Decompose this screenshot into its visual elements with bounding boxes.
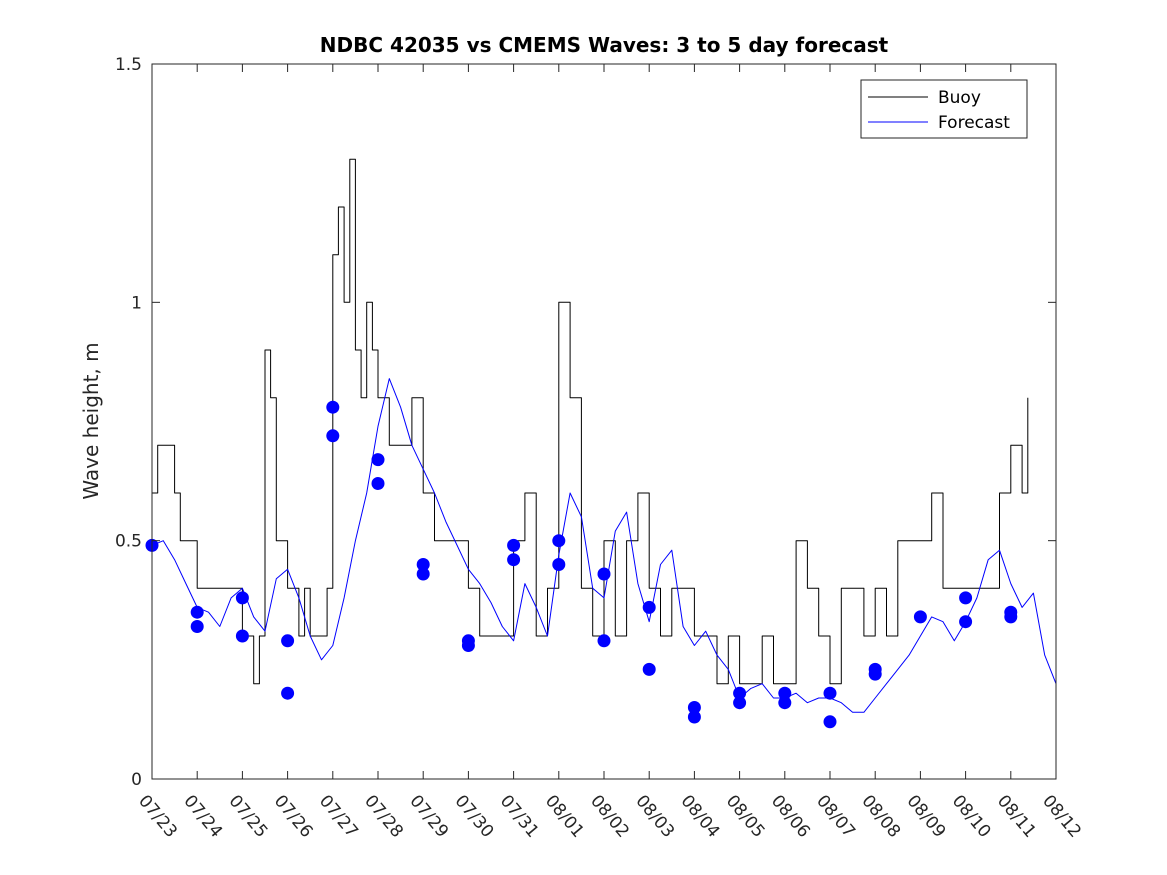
legend-buoy-label: Buoy: [938, 88, 981, 108]
forecast-marker-point: [823, 715, 837, 729]
forecast-marker-point: [733, 686, 747, 700]
y-axis: 0 0.5 1 1.5: [115, 55, 1056, 790]
forecast-marker-point: [416, 558, 430, 571]
forecast-marker-point: [778, 686, 792, 700]
forecast-marker-point: [326, 429, 340, 443]
forecast-marker-point: [507, 538, 521, 552]
forecast-marker-point: [823, 686, 837, 700]
forecast-marker-point: [235, 591, 249, 605]
forecast-marker-point: [281, 686, 295, 700]
y-tick-label: 0.5: [115, 532, 142, 552]
forecast-marker-point: [733, 696, 747, 710]
forecast-marker-point: [235, 629, 249, 643]
y-tick-label: 1.5: [115, 55, 142, 75]
forecast-series-line: [151, 378, 1057, 713]
forecast-marker-point: [959, 591, 973, 605]
forecast-marker-point: [552, 558, 566, 571]
forecast-marker-point: [190, 620, 204, 633]
forecast-marker-point: [371, 477, 385, 490]
forecast-marker-point: [1004, 610, 1018, 624]
series-layer: [151, 158, 1057, 713]
forecast-marker-point: [461, 639, 475, 652]
forecast-marker-point: [959, 615, 973, 629]
forecast-marker-point: [597, 567, 611, 581]
forecast-marker-point: [778, 696, 792, 710]
plot-area: [152, 64, 1056, 779]
y-tick-label: 1: [131, 293, 142, 313]
forecast-marker-point: [190, 605, 204, 619]
forecast-marker-point: [642, 662, 656, 676]
forecast-marker-point: [326, 400, 340, 414]
legend-box: [860, 79, 1028, 139]
forecast-marker-point: [868, 667, 882, 681]
forecast-marker-point: [281, 634, 295, 648]
legend: Buoy Forecast: [860, 79, 1028, 139]
forecast-marker-point: [642, 600, 656, 614]
forecast-marker-point: [597, 634, 611, 648]
y-tick-label: 0: [131, 770, 142, 790]
forecast-marker-point: [687, 701, 701, 714]
forecast-marker-point: [416, 567, 430, 581]
legend-forecast-label: Forecast: [938, 113, 1010, 133]
forecast-marker-point: [913, 610, 927, 624]
forecast-marker-point: [552, 534, 566, 548]
forecast-marker-point: [687, 710, 701, 724]
y-axis-label: Wave height, m: [79, 342, 103, 499]
forecast-marker-point: [507, 553, 521, 567]
forecast-marker-point: [371, 453, 385, 467]
chart-title: NDBC 42035 vs CMEMS Waves: 3 to 5 day fo…: [320, 33, 889, 57]
buoy-series-line: [152, 158, 1029, 685]
